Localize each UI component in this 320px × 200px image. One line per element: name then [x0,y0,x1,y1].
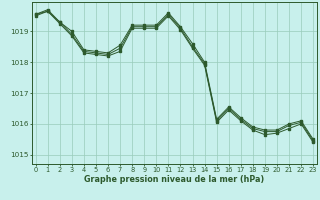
X-axis label: Graphe pression niveau de la mer (hPa): Graphe pression niveau de la mer (hPa) [84,175,265,184]
